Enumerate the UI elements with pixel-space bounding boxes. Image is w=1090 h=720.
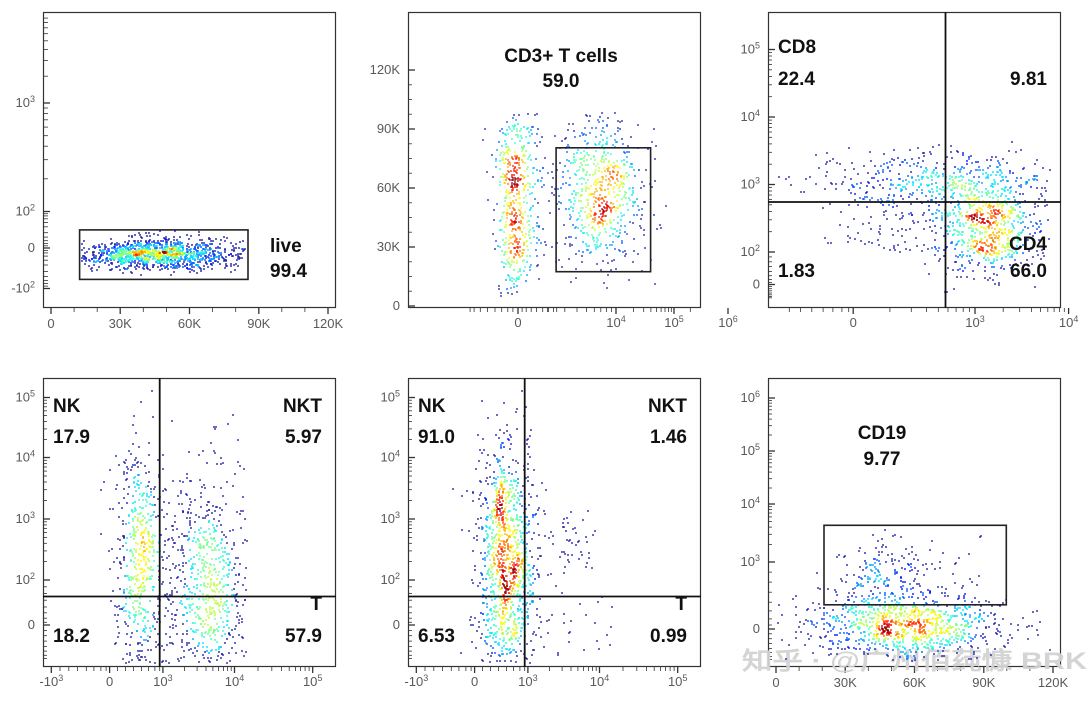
svg-text:57.9: 57.9 — [285, 626, 322, 647]
svg-text:0: 0 — [393, 617, 400, 632]
svg-text:5.97: 5.97 — [285, 427, 322, 448]
svg-text:104: 104 — [381, 449, 400, 465]
svg-text:105: 105 — [668, 673, 687, 689]
svg-text:30K: 30K — [377, 239, 400, 254]
svg-text:1.83: 1.83 — [778, 261, 815, 282]
svg-text:104: 104 — [1059, 314, 1078, 330]
svg-text:90K: 90K — [247, 316, 270, 331]
svg-text:NK: NK — [53, 396, 81, 417]
svg-text:104: 104 — [16, 449, 35, 465]
svg-text:live: live — [270, 236, 302, 257]
svg-text:105: 105 — [303, 673, 322, 689]
svg-text:104: 104 — [606, 314, 625, 330]
svg-text:103: 103 — [381, 510, 400, 526]
svg-text:103: 103 — [741, 176, 760, 192]
svg-text:T: T — [310, 594, 322, 615]
svg-text:90K: 90K — [377, 121, 400, 136]
svg-text:0: 0 — [471, 674, 478, 689]
svg-text:22.4: 22.4 — [778, 69, 815, 90]
svg-text:120K: 120K — [313, 316, 344, 331]
svg-text:-103: -103 — [39, 673, 63, 689]
svg-text:CD4: CD4 — [1009, 234, 1047, 255]
svg-text:102: 102 — [16, 571, 35, 587]
svg-text:0: 0 — [28, 617, 35, 632]
svg-text:103: 103 — [518, 673, 537, 689]
svg-text:104: 104 — [741, 108, 760, 124]
svg-text:103: 103 — [153, 673, 172, 689]
svg-text:102: 102 — [16, 203, 35, 219]
svg-text:0: 0 — [393, 298, 400, 313]
svg-text:17.9: 17.9 — [53, 427, 90, 448]
svg-text:0: 0 — [753, 277, 760, 292]
svg-text:0: 0 — [28, 240, 35, 255]
svg-text:66.0: 66.0 — [1010, 261, 1047, 282]
svg-text:103: 103 — [16, 94, 35, 110]
svg-text:102: 102 — [741, 243, 760, 259]
svg-text:120K: 120K — [370, 62, 401, 77]
svg-text:106: 106 — [718, 314, 737, 330]
svg-text:CD3+ T cells: CD3+ T cells — [504, 46, 618, 67]
svg-text:NKT: NKT — [283, 396, 322, 417]
svg-text:102: 102 — [381, 571, 400, 587]
svg-text:-103: -103 — [404, 673, 428, 689]
svg-text:105: 105 — [16, 389, 35, 405]
svg-text:9.81: 9.81 — [1010, 69, 1047, 90]
svg-text:105: 105 — [381, 389, 400, 405]
svg-text:99.4: 99.4 — [270, 261, 307, 282]
svg-text:0: 0 — [514, 315, 521, 330]
svg-text:60K: 60K — [178, 316, 201, 331]
svg-text:60K: 60K — [377, 180, 400, 195]
svg-text:59.0: 59.0 — [543, 71, 580, 92]
svg-text:0: 0 — [850, 315, 857, 330]
svg-text:0: 0 — [106, 674, 113, 689]
svg-text:103: 103 — [965, 314, 984, 330]
svg-text:103: 103 — [16, 510, 35, 526]
svg-text:105: 105 — [664, 314, 683, 330]
svg-text:18.2: 18.2 — [53, 626, 90, 647]
svg-text:30K: 30K — [109, 316, 132, 331]
svg-text:104: 104 — [225, 673, 244, 689]
svg-text:104: 104 — [590, 673, 609, 689]
svg-text:-102: -102 — [11, 280, 35, 296]
svg-text:105: 105 — [741, 41, 760, 57]
svg-text:CD8: CD8 — [778, 37, 816, 58]
svg-text:0: 0 — [47, 316, 54, 331]
